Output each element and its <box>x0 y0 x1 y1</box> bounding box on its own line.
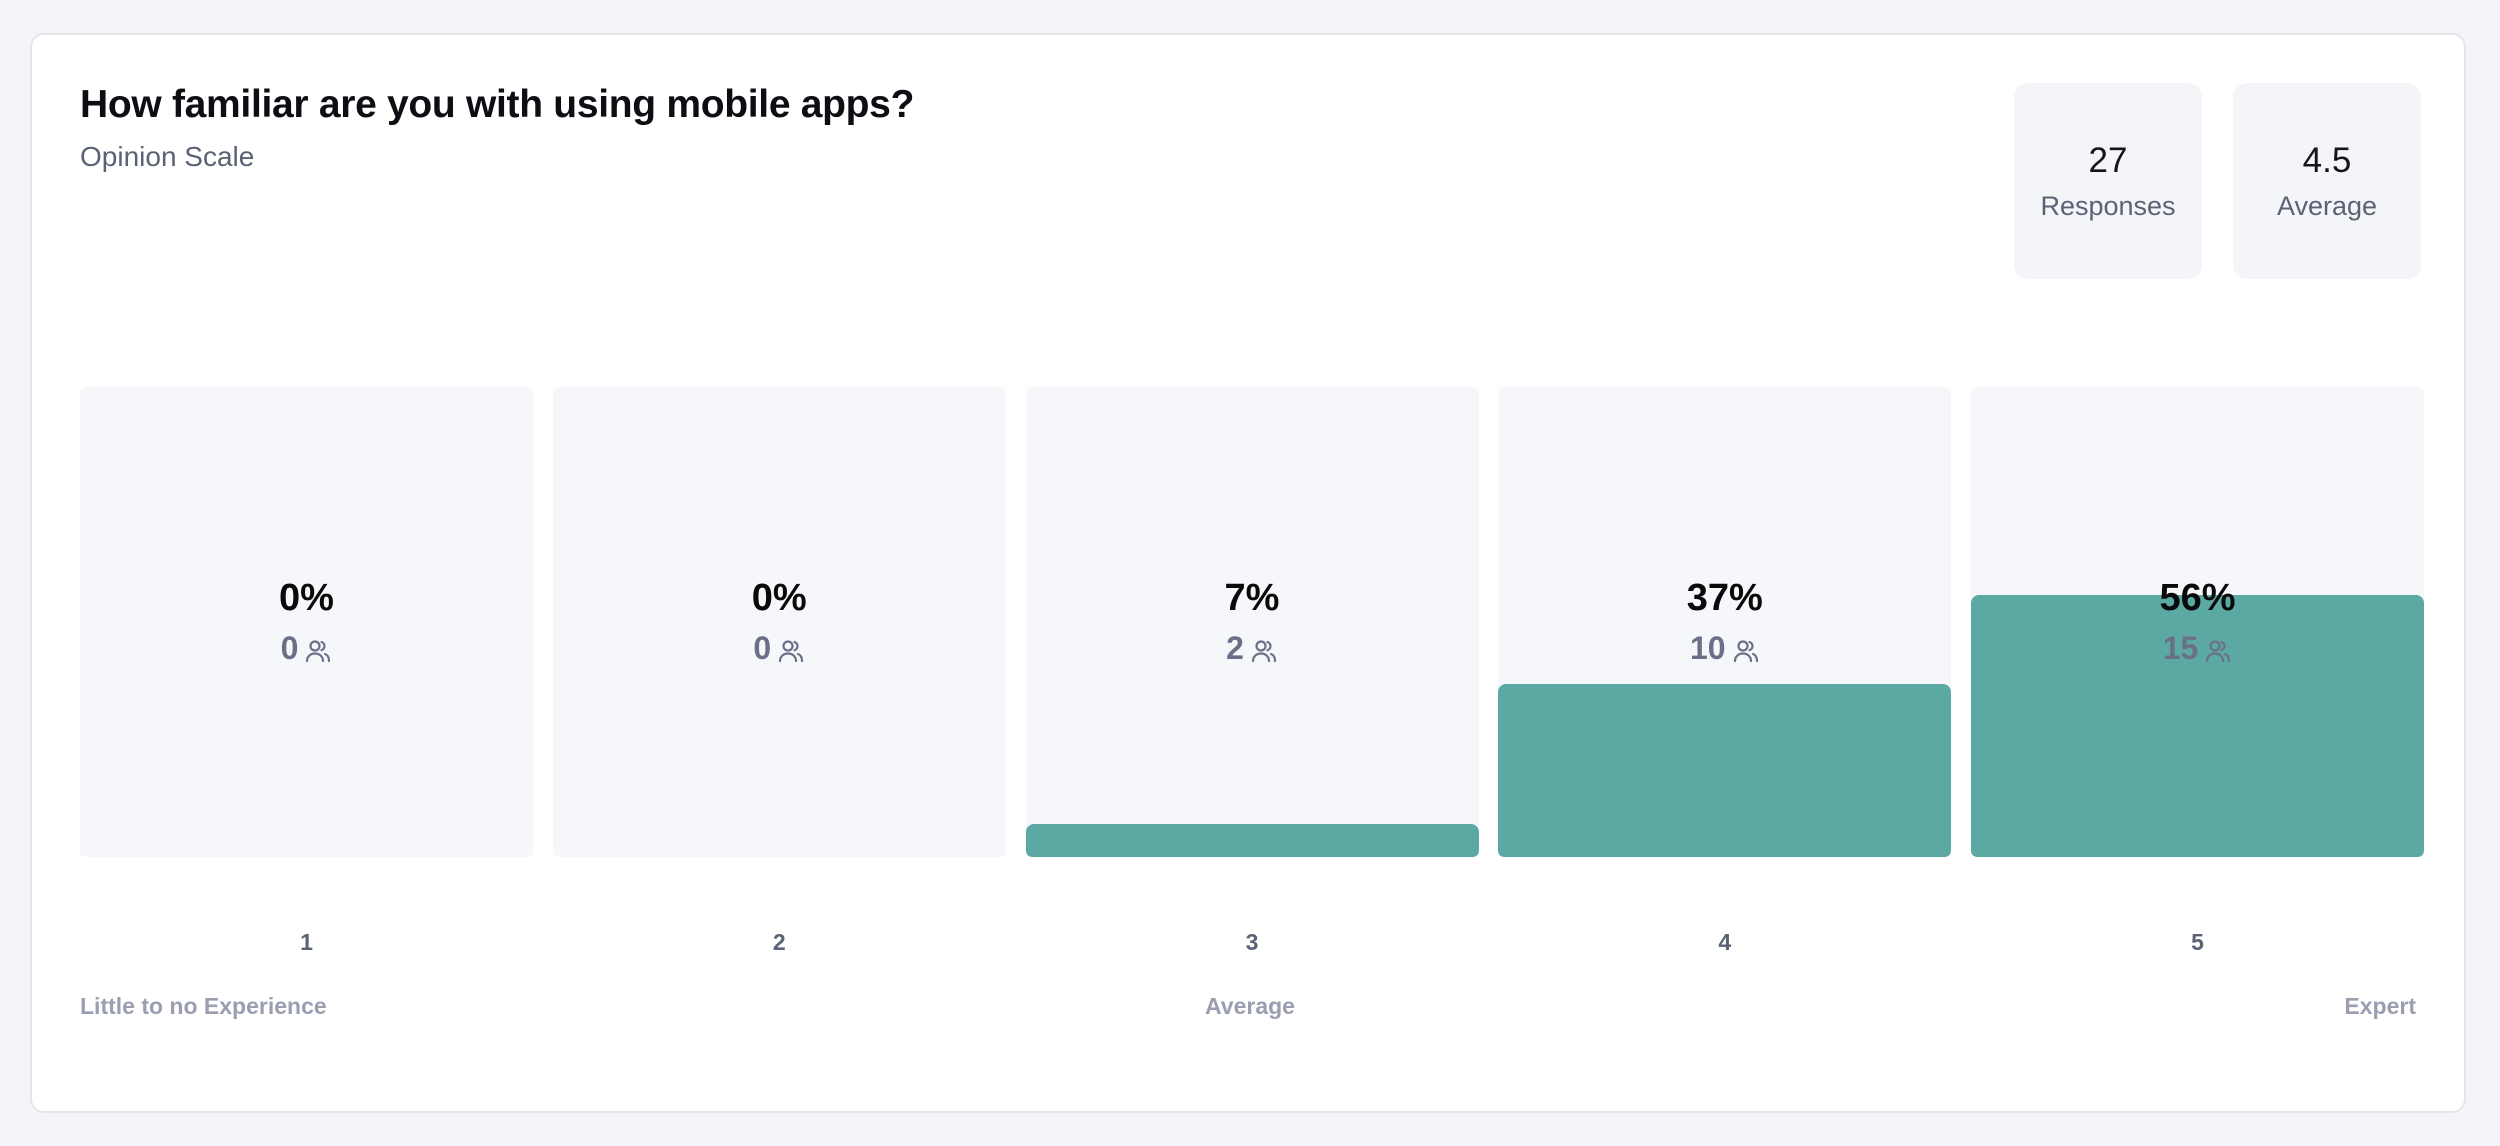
bar-label-1: 0% 0 <box>80 576 533 668</box>
bar-label-2: 0% 0 <box>553 576 1006 668</box>
bar-count-label: 15 <box>1971 628 2424 668</box>
bar-percent-label: 37% <box>1686 577 1763 619</box>
opinion-scale-chart: 0% 0 0% 0 7% 2 37% 10 56% 15 <box>80 387 2424 857</box>
bar-label-4: 37% 10 <box>1498 576 1951 668</box>
bar-5[interactable]: 56% 15 <box>1971 387 2424 857</box>
tick-label-5: 5 <box>2191 929 2204 955</box>
people-icon <box>1250 634 1278 663</box>
bar-fill-5 <box>1971 595 2424 857</box>
bar-percent-label: 56% <box>2159 577 2236 619</box>
people-icon <box>2204 634 2232 663</box>
average-value: 4.5 <box>2302 141 2352 180</box>
tick-label-3: 3 <box>1245 929 1259 955</box>
question-type-label: Opinion Scale <box>80 141 255 172</box>
question-summary-card: How familiar are you with using mobile a… <box>30 33 2466 1113</box>
bar-count-value: 0 <box>753 630 772 666</box>
responses-stat: 27 Responses <box>2014 83 2202 279</box>
scale-label-low: Little to no Experience <box>80 993 327 1019</box>
bar-fill-4 <box>1498 683 1952 857</box>
tick-label-1: 1 <box>300 929 313 955</box>
bar-count-label: 0 <box>553 628 1006 668</box>
bar-label-5: 56% 15 <box>1971 576 2424 668</box>
average-stat: 4.5 Average <box>2233 83 2421 279</box>
bar-count-label: 10 <box>1498 628 1951 668</box>
question-title: How familiar are you with using mobile a… <box>80 83 915 126</box>
average-label: Average <box>2276 191 2378 221</box>
tick-label-2: 2 <box>772 929 786 955</box>
tick-label-4: 4 <box>1718 929 1732 955</box>
bar-3[interactable]: 7% 2 <box>1025 387 1479 857</box>
bar-percent-label: 0% <box>751 577 807 619</box>
bar-count-value: 10 <box>1689 630 1726 666</box>
bar-count-label: 0 <box>80 628 533 668</box>
people-icon <box>777 634 805 663</box>
bar-2[interactable]: 0% 0 <box>552 387 1006 857</box>
bar-count-value: 15 <box>2162 630 2199 666</box>
people-icon <box>1732 634 1760 663</box>
bar-percent-label: 0% <box>279 577 334 619</box>
bar-label-3: 7% 2 <box>1026 576 1479 668</box>
bar-fill-3 <box>1025 824 1479 857</box>
scale-label-high: Expert <box>2344 993 2416 1019</box>
bar-percent-label: 7% <box>1224 577 1280 619</box>
bar-count-label: 2 <box>1026 628 1479 668</box>
responses-value: 27 <box>2088 141 2128 180</box>
bar-4[interactable]: 37% 10 <box>1498 387 1952 857</box>
bar-count-value: 0 <box>280 630 299 666</box>
people-icon <box>304 634 332 663</box>
bar-count-value: 2 <box>1226 630 1244 666</box>
responses-label: Responses <box>2040 191 2176 221</box>
bar-1[interactable]: 0% 0 <box>80 387 533 857</box>
